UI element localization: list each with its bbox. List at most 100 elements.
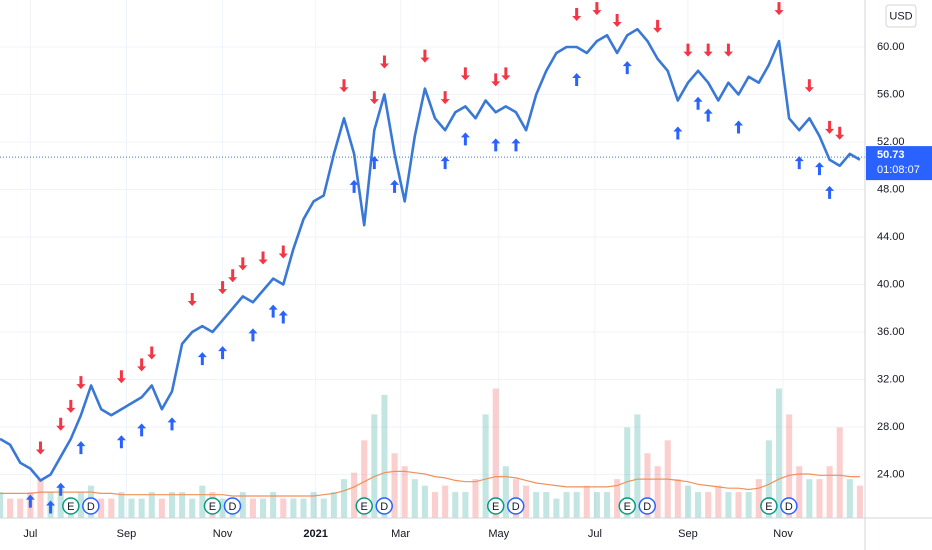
buy-arrow: [56, 482, 66, 496]
sell-arrow: [774, 2, 784, 16]
volume-bar: [593, 492, 600, 518]
buy-arrow: [268, 304, 278, 318]
currency-box[interactable]: [885, 4, 917, 28]
volume-bar: [280, 498, 287, 518]
volume-bar: [239, 492, 246, 518]
volume-bar: [563, 492, 570, 518]
volume-bar: [806, 479, 813, 518]
event-label: E: [67, 501, 74, 513]
axes: 24.00 28.00 32.00 36.00 40.00 44.00 48.00 52.00…: [23, 41, 932, 540]
volume-bar: [7, 498, 14, 518]
y-tick-label: 40.00: [877, 278, 905, 290]
sell-arrow: [278, 245, 288, 259]
sell-arrow: [258, 251, 268, 265]
buy-arrow: [369, 156, 379, 170]
last-price-label: 50.73: [877, 149, 905, 161]
buy-arrow: [197, 352, 207, 366]
volume-bar: [442, 485, 449, 518]
buy-arrow: [693, 96, 703, 110]
volume-bar: [735, 492, 742, 518]
sell-arrow: [723, 43, 733, 57]
volume-bar: [138, 498, 145, 518]
volume-bar: [674, 479, 681, 518]
volume-bar: [249, 498, 256, 518]
sell-arrow: [440, 91, 450, 105]
event-badge: [82, 497, 100, 515]
volume-bar: [128, 498, 135, 518]
y-tick-label: 48.00: [877, 183, 905, 195]
event-label: E: [624, 501, 631, 513]
price-line: [0, 27, 861, 482]
x-tick-label: Jul: [588, 528, 602, 540]
buy-arrow: [116, 435, 126, 449]
volume-bar: [37, 479, 44, 518]
volume-bar: [836, 427, 843, 518]
buy-arrow: [703, 108, 713, 122]
sell-arrow: [379, 55, 389, 69]
y-tick-label: 32.00: [877, 373, 905, 385]
volume-bar: [421, 485, 428, 518]
volume-bar: [846, 479, 853, 518]
buy-arrow: [167, 417, 177, 431]
volume-bar: [330, 492, 337, 518]
buy-arrow: [673, 126, 683, 140]
buy-arrow: [622, 61, 632, 75]
event-label: D: [87, 501, 95, 513]
event-label: E: [209, 501, 216, 513]
event-badge: [203, 497, 222, 515]
volume-bar: [492, 388, 499, 518]
sell-arrow: [683, 43, 693, 57]
currency[interactable]: USD: [889, 10, 912, 22]
volume-bar: [543, 492, 550, 518]
event-badge: [618, 497, 637, 515]
volume-bar: [816, 479, 823, 518]
volume-bar: [644, 453, 651, 518]
sell-arrow: [592, 2, 602, 16]
event-badge: [486, 497, 505, 515]
volume-bar: [502, 466, 509, 518]
buy-arrow: [278, 310, 288, 324]
sell-arrow: [76, 376, 86, 390]
volume-bar: [523, 485, 530, 518]
volume-bar: [786, 414, 793, 518]
y-tick-label: 28.00: [877, 421, 905, 433]
sell-arrow: [35, 441, 45, 455]
volume-bar: [725, 492, 732, 518]
event-badge: [780, 497, 798, 515]
sell-arrow: [420, 49, 430, 63]
sell-arrow: [612, 13, 622, 27]
volume-bar: [260, 498, 267, 518]
volume-bar: [57, 485, 64, 518]
volume-bar: [179, 492, 186, 518]
volume-bar: [411, 479, 418, 518]
volume-bar: [614, 479, 621, 518]
sell-arrow: [501, 67, 511, 81]
volume-bar: [573, 492, 580, 518]
sell-arrow: [228, 269, 238, 283]
volume-bar: [634, 414, 641, 518]
volume-bar: [755, 479, 762, 518]
volume-bar: [705, 492, 712, 518]
y-tick-label: 36.00: [877, 326, 905, 338]
sell-arrow: [56, 417, 66, 431]
volume-bar: [533, 492, 540, 518]
sell-arrow: [187, 293, 197, 307]
volume-bar: [300, 498, 307, 518]
volume-bar: [775, 388, 783, 518]
x-tick-label: Jul: [23, 528, 37, 540]
volume-bar: [371, 414, 378, 518]
volume-bar: [189, 498, 196, 518]
buy-arrow: [349, 179, 359, 193]
volume-bar: [17, 498, 24, 518]
buy-arrow: [460, 132, 470, 146]
volume-bar: [158, 498, 165, 518]
x-tick-label: Nov: [213, 528, 233, 540]
volume-bar: [765, 440, 772, 518]
event-badge: [62, 497, 80, 515]
grid: [0, 0, 865, 518]
volume-bar: [340, 479, 348, 518]
sell-arrow: [238, 257, 248, 271]
sell-arrow: [804, 79, 814, 93]
